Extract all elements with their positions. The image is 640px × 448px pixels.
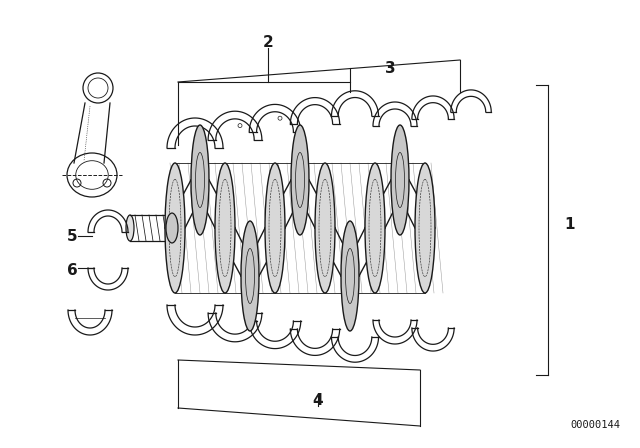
Text: 00000144: 00000144 bbox=[570, 420, 620, 430]
Ellipse shape bbox=[191, 125, 209, 235]
Ellipse shape bbox=[365, 163, 385, 293]
Text: 5: 5 bbox=[67, 228, 77, 244]
Ellipse shape bbox=[165, 163, 185, 293]
Ellipse shape bbox=[341, 221, 359, 331]
Ellipse shape bbox=[315, 163, 335, 293]
Ellipse shape bbox=[126, 215, 134, 241]
Ellipse shape bbox=[215, 163, 235, 293]
Text: 1: 1 bbox=[564, 216, 575, 232]
Ellipse shape bbox=[265, 163, 285, 293]
Ellipse shape bbox=[291, 125, 309, 235]
Ellipse shape bbox=[241, 221, 259, 331]
Text: 4: 4 bbox=[313, 392, 323, 408]
Text: 3: 3 bbox=[385, 60, 396, 76]
Text: 6: 6 bbox=[67, 263, 77, 277]
Text: 2: 2 bbox=[262, 34, 273, 49]
Ellipse shape bbox=[391, 125, 409, 235]
Ellipse shape bbox=[415, 163, 435, 293]
Ellipse shape bbox=[166, 213, 178, 243]
